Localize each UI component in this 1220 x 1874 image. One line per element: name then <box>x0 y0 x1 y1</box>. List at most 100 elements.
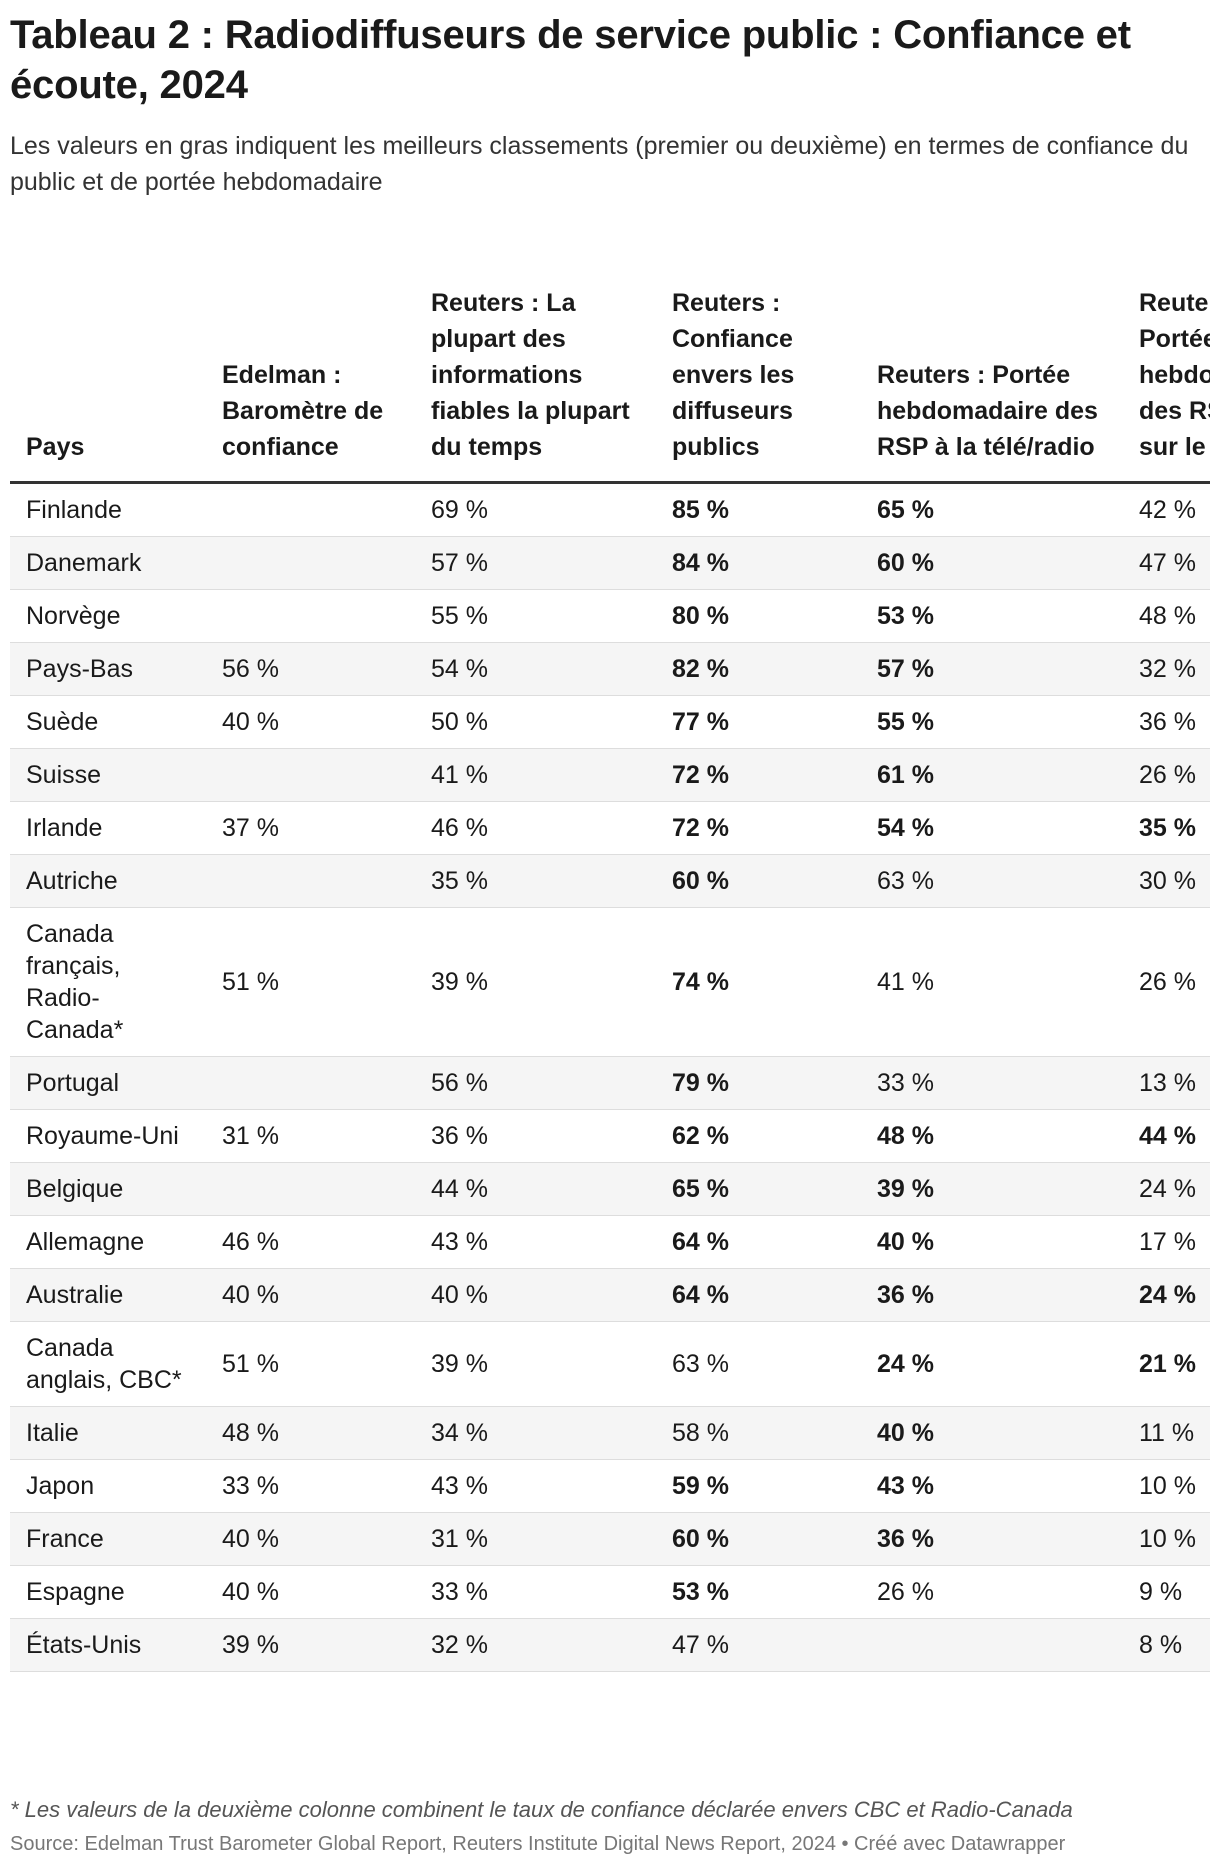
value-cell-reuters-web-reach: 26 % <box>1123 907 1210 1057</box>
value-cell-reuters-trust-news: 55 % <box>415 589 656 643</box>
value-cell-reuters-tv-radio-reach <box>861 1618 1123 1672</box>
value-cell-edelman-trust <box>206 854 415 908</box>
value-cell-reuters-tv-radio-reach: 40 % <box>861 1215 1123 1269</box>
value-cell-reuters-trust-news: 35 % <box>415 854 656 908</box>
table-row: Autriche 35 % 60 % 63 % 30 % <box>10 854 1210 908</box>
value-cell-reuters-tv-radio-reach: 54 % <box>861 801 1123 855</box>
value-cell-reuters-psb-trust: 60 % <box>656 1512 861 1566</box>
value-cell-edelman-trust: 33 % <box>206 1459 415 1513</box>
value-cell-reuters-web-reach: 36 % <box>1123 695 1210 749</box>
value-cell-reuters-trust-news: 56 % <box>415 1056 656 1110</box>
country-cell: France <box>10 1512 206 1566</box>
value-cell-reuters-web-reach: 48 % <box>1123 589 1210 643</box>
country-cell: Pays-Bas <box>10 642 206 696</box>
table-row: États-Unis 39 % 32 % 47 % 8 % <box>10 1618 1210 1672</box>
value-cell-reuters-tv-radio-reach: 41 % <box>861 907 1123 1057</box>
data-table: Pays Edelman : Baromètre de confiance Re… <box>10 245 1210 1672</box>
table-row: Suède 40 % 50 % 77 % 55 % 36 % <box>10 695 1210 749</box>
table-row: Japon 33 % 43 % 59 % 43 % 10 % <box>10 1459 1210 1513</box>
value-cell-edelman-trust: 40 % <box>206 1268 415 1322</box>
chart-container: Tableau 2 : Radiodiffuseurs de service p… <box>10 0 1210 1672</box>
country-cell: Suisse <box>10 748 206 802</box>
value-cell-reuters-tv-radio-reach: 24 % <box>861 1321 1123 1407</box>
value-cell-reuters-tv-radio-reach: 55 % <box>861 695 1123 749</box>
table-viewport[interactable]: Pays Edelman : Baromètre de confiance Re… <box>10 245 1210 1672</box>
value-cell-reuters-tv-radio-reach: 63 % <box>861 854 1123 908</box>
value-cell-reuters-trust-news: 43 % <box>415 1215 656 1269</box>
value-cell-reuters-web-reach: 47 % <box>1123 536 1210 590</box>
value-cell-edelman-trust <box>206 1056 415 1110</box>
value-cell-edelman-trust <box>206 536 415 590</box>
column-header-edelman-trust: Edelman : Baromètre de confiance <box>206 245 415 484</box>
value-cell-edelman-trust: 51 % <box>206 907 415 1057</box>
value-cell-reuters-trust-news: 39 % <box>415 907 656 1057</box>
value-cell-reuters-trust-news: 32 % <box>415 1618 656 1672</box>
value-cell-reuters-trust-news: 54 % <box>415 642 656 696</box>
value-cell-edelman-trust: 31 % <box>206 1109 415 1163</box>
value-cell-reuters-trust-news: 40 % <box>415 1268 656 1322</box>
value-cell-reuters-tv-radio-reach: 26 % <box>861 1565 1123 1619</box>
value-cell-edelman-trust <box>206 589 415 643</box>
value-cell-reuters-web-reach: 42 % <box>1123 482 1210 537</box>
value-cell-edelman-trust: 56 % <box>206 642 415 696</box>
chart-title: Tableau 2 : Radiodiffuseurs de service p… <box>10 13 1131 107</box>
value-cell-reuters-trust-news: 41 % <box>415 748 656 802</box>
value-cell-reuters-psb-trust: 64 % <box>656 1268 861 1322</box>
value-cell-edelman-trust: 48 % <box>206 1406 415 1460</box>
value-cell-reuters-tv-radio-reach: 53 % <box>861 589 1123 643</box>
value-cell-reuters-trust-news: 36 % <box>415 1109 656 1163</box>
value-cell-reuters-web-reach: 26 % <box>1123 748 1210 802</box>
value-cell-edelman-trust: 40 % <box>206 1512 415 1566</box>
value-cell-reuters-web-reach: 24 % <box>1123 1162 1210 1216</box>
value-cell-edelman-trust: 37 % <box>206 801 415 855</box>
value-cell-reuters-psb-trust: 64 % <box>656 1215 861 1269</box>
table-row: Belgique 44 % 65 % 39 % 24 % <box>10 1162 1210 1216</box>
country-cell: Allemagne <box>10 1215 206 1269</box>
country-cell: Espagne <box>10 1565 206 1619</box>
value-cell-reuters-psb-trust: 72 % <box>656 748 861 802</box>
value-cell-reuters-tv-radio-reach: 33 % <box>861 1056 1123 1110</box>
table-row: Finlande 69 % 85 % 65 % 42 % <box>10 482 1210 537</box>
value-cell-edelman-trust: 39 % <box>206 1618 415 1672</box>
value-cell-reuters-web-reach: 35 % <box>1123 801 1210 855</box>
table-row: Norvège 55 % 80 % 53 % 48 % <box>10 589 1210 643</box>
value-cell-reuters-psb-trust: 65 % <box>656 1162 861 1216</box>
value-cell-reuters-psb-trust: 79 % <box>656 1056 861 1110</box>
value-cell-reuters-trust-news: 43 % <box>415 1459 656 1513</box>
country-cell: Norvège <box>10 589 206 643</box>
value-cell-reuters-web-reach: 21 % <box>1123 1321 1210 1407</box>
value-cell-reuters-trust-news: 69 % <box>415 482 656 537</box>
value-cell-reuters-tv-radio-reach: 36 % <box>861 1268 1123 1322</box>
table-row: Australie 40 % 40 % 64 % 36 % 24 % <box>10 1268 1210 1322</box>
value-cell-reuters-tv-radio-reach: 61 % <box>861 748 1123 802</box>
value-cell-reuters-web-reach: 10 % <box>1123 1459 1210 1513</box>
country-cell: Portugal <box>10 1056 206 1110</box>
value-cell-reuters-trust-news: 31 % <box>415 1512 656 1566</box>
table-row: Espagne 40 % 33 % 53 % 26 % 9 % <box>10 1565 1210 1619</box>
column-header-country: Pays <box>10 245 206 484</box>
value-cell-reuters-psb-trust: 63 % <box>656 1321 861 1407</box>
column-header-reuters-tv-radio-reach: Reuters : Portée hebdomadaire des RSP à … <box>861 245 1123 484</box>
chart-subtitle: Les valeurs en gras indiquent les meille… <box>10 132 1189 196</box>
country-cell: États-Unis <box>10 1618 206 1672</box>
value-cell-edelman-trust: 46 % <box>206 1215 415 1269</box>
value-cell-reuters-trust-news: 34 % <box>415 1406 656 1460</box>
value-cell-reuters-psb-trust: 72 % <box>656 801 861 855</box>
column-header-reuters-web-reach: Reuters : Portée hebdomadaire des RSP su… <box>1123 245 1210 484</box>
value-cell-reuters-web-reach: 10 % <box>1123 1512 1210 1566</box>
value-cell-reuters-psb-trust: 74 % <box>656 907 861 1057</box>
value-cell-reuters-tv-radio-reach: 43 % <box>861 1459 1123 1513</box>
value-cell-reuters-trust-news: 44 % <box>415 1162 656 1216</box>
table-row: Allemagne 46 % 43 % 64 % 40 % 17 % <box>10 1215 1210 1269</box>
value-cell-reuters-web-reach: 30 % <box>1123 854 1210 908</box>
table-body: Finlande 69 % 85 % 65 % 42 % Danemark 57 % 84 %… <box>10 482 1210 1672</box>
value-cell-reuters-trust-news: 57 % <box>415 536 656 590</box>
value-cell-reuters-web-reach: 32 % <box>1123 642 1210 696</box>
footnote: * Les valeurs de la deuxième colonne com… <box>10 1797 1073 1822</box>
country-cell: Royaume-Uni <box>10 1109 206 1163</box>
value-cell-reuters-tv-radio-reach: 65 % <box>861 482 1123 537</box>
value-cell-reuters-web-reach: 11 % <box>1123 1406 1210 1460</box>
value-cell-reuters-psb-trust: 59 % <box>656 1459 861 1513</box>
table-row: Canada français, Radio-Canada* 51 % 39 % 74… <box>10 907 1210 1057</box>
value-cell-edelman-trust: 40 % <box>206 695 415 749</box>
